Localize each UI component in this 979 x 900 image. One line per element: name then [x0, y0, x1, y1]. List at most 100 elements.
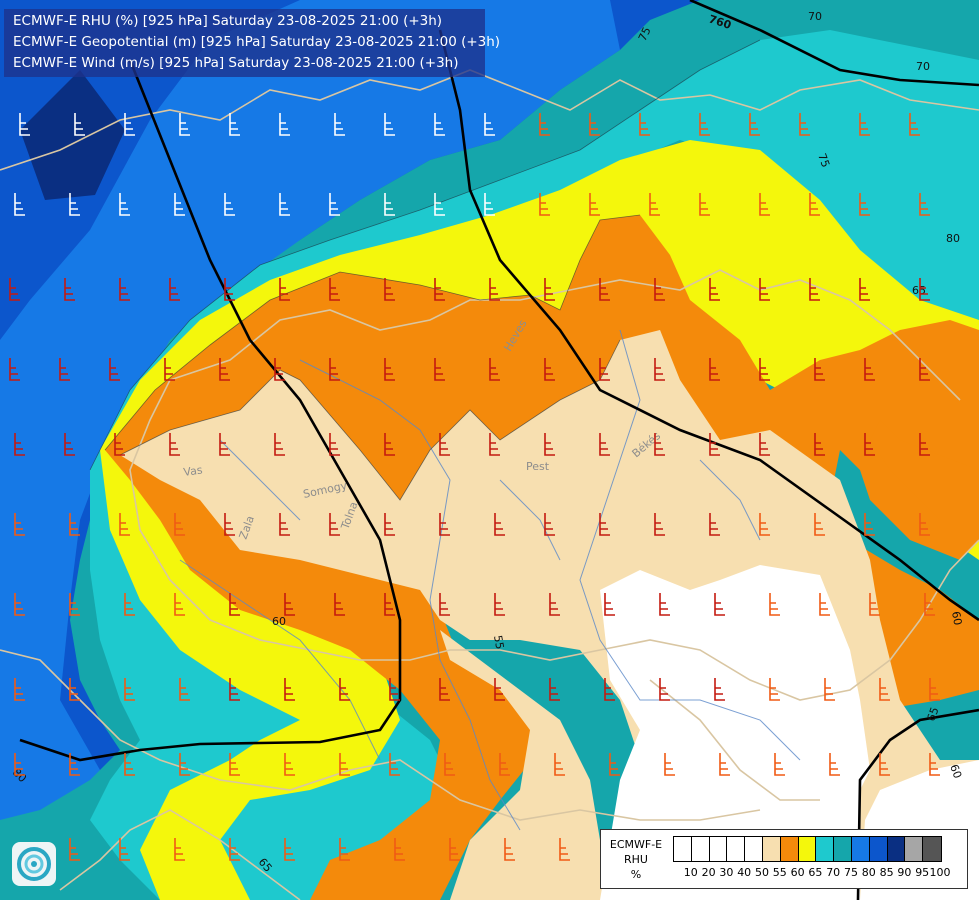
- rhu-band-60-northeast: [870, 420, 979, 520]
- contour-line: [119, 339, 621, 501]
- legend-ticks: 10 20 30 40 50 55 60 65 70 75 80 85 90 95 100: [673, 866, 973, 880]
- wind-barb-icon: [384, 513, 395, 536]
- wind-barb-icon: [174, 593, 185, 616]
- wind-barb-icon: [759, 193, 770, 216]
- wind-barb-icon: [554, 753, 565, 776]
- legend-swatch: [887, 837, 906, 861]
- legend-tick-label: 70: [826, 866, 841, 879]
- legend-tick-label: 50: [755, 866, 769, 879]
- wind-barb-icon: [549, 593, 560, 616]
- wind-barb-icon: [384, 358, 395, 381]
- wind-barb-icon: [59, 358, 70, 381]
- wind-barb-icon: [714, 593, 725, 616]
- wind-barb-icon: [544, 278, 555, 301]
- legend-variable: RHU: [624, 853, 648, 866]
- wind-barb-icon: [329, 358, 340, 381]
- legend-tick-label: 55: [772, 866, 787, 879]
- wind-barb-icon: [169, 433, 180, 456]
- wind-barb-icon: [864, 358, 875, 381]
- wind-barb-icon: [654, 358, 665, 381]
- wind-barb-icon: [229, 753, 240, 776]
- wind-barb-icon: [9, 358, 20, 381]
- wind-barb-icon: [504, 838, 515, 861]
- wind-barb-icon: [439, 433, 450, 456]
- legend-swatch: [762, 837, 781, 861]
- wind-barb-icon: [814, 358, 825, 381]
- wind-barb-icon: [449, 838, 460, 861]
- wind-barb-icon: [229, 113, 240, 136]
- wind-barb-icon: [14, 753, 25, 776]
- wind-barb-icon: [489, 433, 500, 456]
- wind-barb-icon: [664, 753, 675, 776]
- legend-title: ECMWF-E RHU %: [605, 837, 667, 882]
- wind-barb-icon: [284, 753, 295, 776]
- wind-barb-icon: [654, 513, 665, 536]
- wind-barb-icon: [224, 193, 235, 216]
- wind-barb-icon: [219, 433, 230, 456]
- wind-barb-icon: [14, 678, 25, 701]
- title-geopotential: ECMWF-E Geopotential (m) [925 hPa] Satur…: [13, 34, 501, 50]
- rhu-contours: [89, 39, 761, 501]
- wind-barb-icon: [329, 433, 340, 456]
- legend-tick-label: 10: [683, 866, 698, 879]
- legend-unit: %: [630, 868, 642, 881]
- wind-barb-icon: [814, 513, 825, 536]
- wind-barb-icon: [909, 113, 920, 136]
- wind-barb-icon: [179, 113, 190, 136]
- river-drava: [179, 559, 381, 761]
- wind-barb-icon: [109, 358, 120, 381]
- wind-barb-icon: [384, 278, 395, 301]
- wind-barb-icon: [759, 513, 770, 536]
- legend-tick-label: 85: [879, 866, 894, 879]
- rivers: [179, 329, 801, 831]
- place-label: Pest: [526, 460, 550, 473]
- wind-barb-icon: [389, 753, 400, 776]
- wind-barb-icon: [179, 753, 190, 776]
- wind-barb-icon: [759, 433, 770, 456]
- wind-barb-icon: [124, 678, 135, 701]
- wind-barb-icon: [559, 838, 570, 861]
- wind-barb-icon: [539, 193, 550, 216]
- legend-swatch: [905, 837, 924, 861]
- border-north: [0, 69, 979, 171]
- wind-barb-icon: [609, 753, 620, 776]
- wind-barb-icon: [924, 593, 935, 616]
- contour-line: [104, 214, 641, 451]
- wind-barb-icon: [544, 513, 555, 536]
- legend-swatch: [923, 837, 941, 861]
- wind-barb-icon: [394, 838, 405, 861]
- wind-barb-icon: [639, 113, 650, 136]
- legend-swatch: [816, 837, 835, 861]
- wind-barb-icon: [384, 593, 395, 616]
- wind-barb-icon: [919, 513, 930, 536]
- wind-barbs: [9, 113, 950, 861]
- rhu-band-55-south: [440, 630, 610, 900]
- wind-barb-icon: [709, 513, 720, 536]
- rhu-legend: ECMWF-E RHU % 10 20 30 40 50 55 60 65 70 75 80 85 90…: [600, 829, 968, 889]
- legend-swatch: [780, 837, 799, 861]
- legend-swatch: [745, 837, 763, 861]
- borders: [0, 69, 979, 900]
- wind-barb-icon: [659, 593, 670, 616]
- ogimet-logo-icon[interactable]: [12, 842, 56, 886]
- legend-swatch: [709, 837, 728, 861]
- wind-barb-icon: [329, 278, 340, 301]
- wind-barb-icon: [484, 193, 495, 216]
- wind-barb-icon: [599, 358, 610, 381]
- wind-barb-icon: [434, 358, 445, 381]
- map-title-box: ECMWF-E RHU (%) [925 hPa] Saturday 23-08…: [4, 9, 501, 77]
- wind-barb-icon: [439, 513, 450, 536]
- legend-swatch: [727, 837, 746, 861]
- wind-barb-icon: [69, 513, 80, 536]
- wind-barb-icon: [69, 678, 80, 701]
- wind-barb-icon: [489, 358, 500, 381]
- wind-barb-icon: [14, 433, 25, 456]
- legend-tick-label: 65: [808, 866, 823, 879]
- wind-barb-icon: [714, 678, 725, 701]
- wind-barb-icon: [179, 678, 190, 701]
- wind-barb-icon: [224, 278, 235, 301]
- border-croatia: [59, 809, 301, 900]
- wind-barb-icon: [229, 838, 240, 861]
- wind-barb-icon: [174, 513, 185, 536]
- wind-barb-icon: [494, 593, 505, 616]
